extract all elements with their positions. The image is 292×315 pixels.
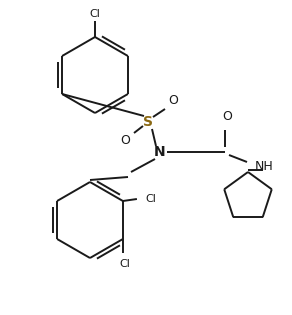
Text: S: S <box>143 115 153 129</box>
Text: NH: NH <box>255 161 274 174</box>
Text: O: O <box>168 94 178 107</box>
Text: Cl: Cl <box>90 9 100 19</box>
Text: O: O <box>222 110 232 123</box>
Text: Cl: Cl <box>119 259 130 269</box>
Text: N: N <box>154 145 166 159</box>
Text: Cl: Cl <box>145 194 156 204</box>
Text: O: O <box>120 134 130 146</box>
